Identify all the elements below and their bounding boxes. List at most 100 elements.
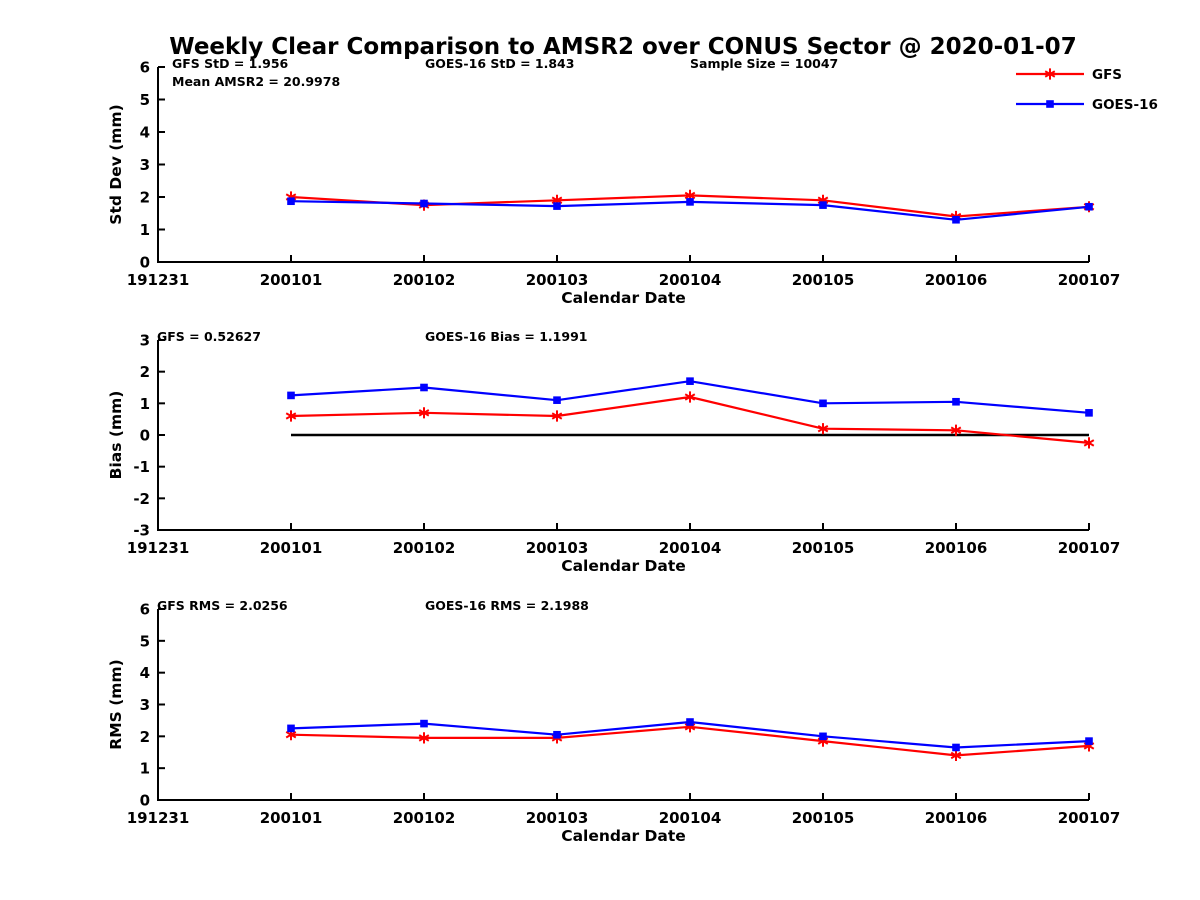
y-axis-tick-labels: 0 1 2 3 4 5 6	[140, 59, 150, 272]
stat-annotation: GFS RMS = 2.0256	[157, 598, 288, 613]
y-tick-label: 0	[140, 792, 150, 810]
x-tick-label: 200105	[792, 539, 855, 557]
chart-panel-bias: -3 -2 -1 0 1 2 3 191231 200101 200102 200103 200104…	[107, 329, 1120, 575]
stat-annotation: GOES-16 Bias = 1.1991	[425, 329, 587, 344]
y-tick-label: 2	[140, 728, 150, 746]
goes-16-square-marker	[952, 743, 960, 752]
y-tick-label: 3	[140, 696, 150, 714]
y-tick-label: 1	[140, 221, 150, 239]
gfs-asterisk-marker	[950, 749, 962, 761]
x-tick-label: 191231	[127, 271, 190, 289]
gfs-asterisk-marker	[418, 407, 430, 419]
legend-label: GOES-16	[1092, 97, 1158, 113]
legend-square-marker	[1046, 100, 1054, 108]
y-tick-label: 0	[140, 427, 150, 445]
legend-asterisk-marker	[1044, 68, 1056, 80]
figure-title: Weekly Clear Comparison to AMSR2 over CO…	[169, 34, 1076, 60]
x-tick-label: 200102	[393, 271, 456, 289]
x-tick-label: 200107	[1058, 271, 1121, 289]
x-tick-label: 200103	[526, 809, 589, 827]
axes-stddev	[157, 67, 1089, 263]
x-tick-label: 200101	[260, 809, 323, 827]
goes-16-square-marker	[287, 197, 295, 206]
x-tick-label: 191231	[127, 809, 190, 827]
series-goes-16	[287, 377, 1093, 417]
legend-entry-gfs: GFS	[1016, 67, 1122, 83]
x-tick-label: 200107	[1058, 809, 1121, 827]
chart-panel-rms: 0 1 2 3 4 5 6 191231 200101 200102 200103 200104 200…	[107, 598, 1120, 845]
axes-rms	[157, 609, 1089, 801]
y-tick-label: 3	[140, 156, 150, 174]
goes-16-square-marker	[553, 396, 561, 404]
goes-16-square-marker	[553, 730, 561, 739]
y-axis-ticks	[158, 339, 165, 531]
y-tick-label: 6	[140, 601, 150, 619]
y-tick-label: -2	[133, 490, 150, 508]
legend-entry-goes-16: GOES-16	[1016, 97, 1158, 113]
x-tick-label: 200103	[526, 539, 589, 557]
goes-16-square-marker	[553, 202, 561, 210]
y-tick-label: 2	[140, 189, 150, 207]
x-axis-title: Calendar Date	[561, 289, 686, 307]
y-tick-label: 1	[140, 395, 150, 413]
gfs-asterisk-marker	[285, 410, 297, 422]
annotations-bias: GFS = 0.52627 GOES-16 Bias = 1.1991	[157, 329, 587, 344]
y-axis-tick-labels: -3 -2 -1 0 1 2 3	[133, 332, 150, 540]
y-tick-label: 1	[140, 760, 150, 778]
goes-16-square-marker	[819, 732, 827, 741]
series-gfs	[285, 721, 1095, 761]
goes-16-square-marker	[287, 724, 295, 733]
x-tick-label: 200106	[925, 809, 988, 827]
series-goes-16	[287, 718, 1093, 752]
gfs-asterisk-marker	[817, 423, 829, 435]
series-goes-16	[287, 197, 1093, 224]
goes-16-square-marker	[1085, 202, 1093, 211]
stat-annotation: Mean AMSR2 = 20.9978	[172, 74, 340, 89]
gfs-asterisk-marker	[418, 732, 430, 744]
stat-annotation: GFS StD = 1.956	[172, 56, 289, 71]
x-tick-label: 191231	[127, 539, 190, 557]
goes-16-square-marker	[420, 719, 428, 728]
y-tick-label: 6	[140, 59, 150, 77]
x-tick-label: 200107	[1058, 539, 1121, 557]
stat-annotation: GOES-16 RMS = 2.1988	[425, 598, 589, 613]
y-tick-label: 5	[140, 632, 150, 650]
x-tick-label: 200106	[925, 271, 988, 289]
y-axis-tick-labels: 0 1 2 3 4 5 6	[140, 601, 150, 810]
stat-annotation: Sample Size = 10047	[690, 56, 838, 71]
x-axis-ticks	[157, 523, 1090, 530]
goes-16-square-marker	[287, 391, 295, 400]
annotations-rms: GFS RMS = 2.0256 GOES-16 RMS = 2.1988	[157, 598, 589, 613]
x-tick-label: 200102	[393, 809, 456, 827]
goes-16-square-marker	[952, 397, 960, 406]
y-axis-ticks	[158, 66, 165, 263]
x-tick-label: 200104	[659, 809, 722, 827]
goes-16-square-marker	[686, 198, 694, 206]
y-tick-label: 3	[140, 332, 150, 350]
chart-panel-stddev: 0 1 2 3 4 5 6 191231 200101 200102 200103 200104 200…	[107, 56, 1120, 307]
goes-16-square-marker	[1085, 409, 1093, 417]
x-tick-label: 200106	[925, 539, 988, 557]
goes-16-square-marker	[686, 718, 694, 726]
x-tick-label: 200103	[526, 271, 589, 289]
y-tick-label: 2	[140, 363, 150, 381]
legend-label: GFS	[1092, 67, 1122, 83]
y-axis-title: RMS (mm)	[107, 659, 125, 749]
x-tick-label: 200101	[260, 539, 323, 557]
series-gfs	[285, 391, 1095, 449]
x-tick-label: 200104	[659, 271, 722, 289]
goes-16-square-marker	[420, 383, 428, 392]
x-axis-tick-labels: 191231 200101 200102 200103 200104 200105 2001…	[127, 539, 1121, 557]
y-tick-label: 4	[140, 664, 150, 682]
goes-16-square-marker	[952, 215, 960, 224]
y-axis-ticks	[158, 608, 165, 801]
y-tick-label: 4	[140, 124, 150, 142]
y-tick-label: -3	[133, 522, 150, 540]
goes-16-square-marker	[420, 199, 428, 208]
x-axis-tick-labels: 191231 200101 200102 200103 200104 200105 2001…	[127, 809, 1121, 827]
x-tick-label: 200101	[260, 271, 323, 289]
gfs-asterisk-marker	[1083, 437, 1095, 449]
x-axis-ticks	[157, 255, 1090, 262]
x-axis-ticks	[157, 793, 1090, 800]
